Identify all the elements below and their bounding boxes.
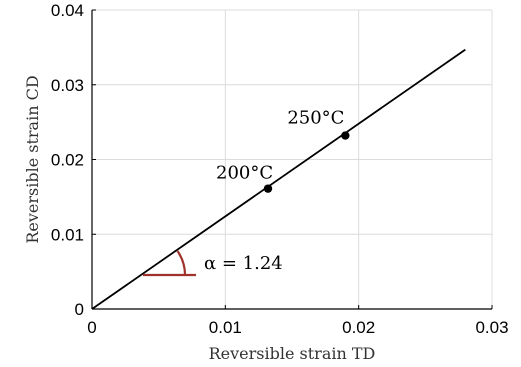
series-line-0	[91, 48, 466, 310]
series	[91, 48, 466, 310]
angle-arc	[176, 250, 187, 276]
y-tick-label-2: 0.02	[51, 151, 84, 170]
labels: 200°C 250°C	[216, 108, 344, 184]
y-axis-title: Reversible strain CD	[23, 75, 42, 243]
grid	[92, 9, 493, 309]
angle-label: α = 1.24	[204, 253, 283, 274]
y-tick-label-4: 0.04	[51, 1, 84, 20]
axes: 0 0.01 0.02 0.03 0 0.01 0.02 0.03 0.04 Reversible…	[23, 1, 509, 363]
point-label-1: 250°C	[287, 108, 344, 129]
angle-annotation: α = 1.24	[143, 250, 283, 277]
data-point-1	[341, 131, 350, 140]
point-label-0: 200°C	[216, 163, 273, 184]
x-tick-label-2: 0.02	[342, 318, 375, 337]
x-tick-label-1: 0.01	[209, 318, 242, 337]
data-point-0	[263, 184, 273, 193]
y-tick-label-1: 0.01	[51, 225, 84, 244]
y-tick-label-3: 0.03	[51, 76, 84, 95]
points	[263, 131, 350, 193]
x-tick-label-3: 0.03	[475, 318, 508, 337]
x-tick-label-0: 0	[87, 318, 96, 337]
x-axis-title: Reversible strain TD	[209, 344, 376, 363]
y-tick-label-0: 0	[75, 300, 84, 319]
